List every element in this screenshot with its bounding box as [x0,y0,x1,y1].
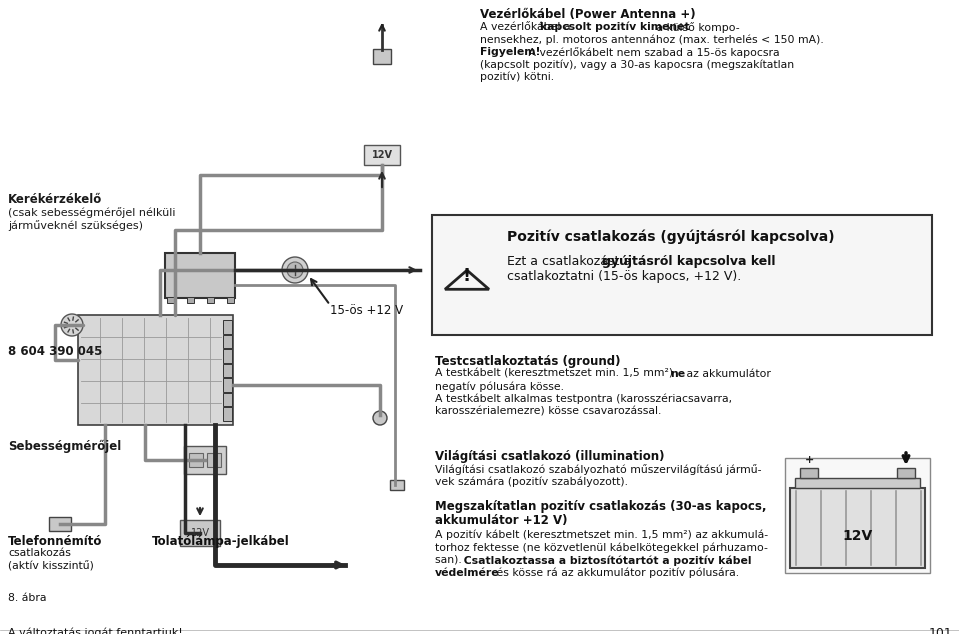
Text: negatív pólusára kösse.: negatív pólusára kösse. [435,382,564,392]
Bar [78,315,232,425]
Text: 12V: 12V [842,529,873,543]
Text: járműveknél szükséges): járműveknél szükséges) [8,220,143,231]
Bar [167,297,174,302]
Text: torhoz fektesse (ne közvetlenül kábelkötegekkel párhuzamo-: torhoz fektesse (ne közvetlenül kábelköt… [435,543,768,553]
Text: gyújtásról kapcsolva kell: gyújtásról kapcsolva kell [602,255,776,268]
Text: 15-ös +12 V: 15-ös +12 V [330,304,403,316]
Text: Megszakítatlan pozitív csatlakozás (30-as kapocs,: Megszakítatlan pozitív csatlakozás (30-a… [435,500,766,513]
Bar [222,320,231,333]
Text: 101: 101 [928,627,952,634]
Text: A testkábelt (keresztmetszet min. 1,5 mm²): A testkábelt (keresztmetszet min. 1,5 mm… [435,369,677,379]
Text: Tolatólámpa-jelkábel: Tolatólámpa-jelkábel [152,535,290,548]
Text: A testkábelt alkalmas testpontra (karosszériacsavarra,: A testkábelt alkalmas testpontra (kaross… [435,394,732,404]
Text: (kapcsolt pozitív), vagy a 30-as kapocsra (megszakítatlan: (kapcsolt pozitív), vagy a 30-as kapocsr… [480,60,794,70]
Bar [207,453,221,467]
Bar [222,378,231,392]
Bar [897,468,915,478]
Bar [49,517,71,531]
Bar [222,364,231,377]
Text: Vezérlőkábel (Power Antenna +): Vezérlőkábel (Power Antenna +) [480,8,695,21]
Bar [222,335,231,348]
Text: Ezt a csatlakozást a: Ezt a csatlakozást a [507,255,635,268]
Text: Sebességmérőjel: Sebességmérőjel [8,440,121,453]
Text: !: ! [463,268,471,285]
Text: akkumulátor +12 V): akkumulátor +12 V) [435,514,568,527]
Text: A változtatás jogát fenntartjuk!: A változtatás jogát fenntartjuk! [8,627,183,634]
Bar [187,297,194,302]
Circle shape [373,411,387,425]
Text: 8. ábra: 8. ábra [8,593,46,603]
Text: (aktív kisszintű): (aktív kisszintű) [8,561,94,571]
Bar [222,408,231,421]
Bar [165,252,235,297]
Bar [184,446,226,474]
Text: +: + [805,455,813,465]
Text: Figyelem!: Figyelem! [480,47,541,57]
Text: pozitív) kötni.: pozitív) kötni. [480,72,554,82]
Text: A pozitív kábelt (keresztmetszet min. 1,5 mm²) az akkumulá-: A pozitív kábelt (keresztmetszet min. 1,… [435,530,768,541]
Text: 12V: 12V [191,528,209,538]
Circle shape [287,262,303,278]
Bar [373,49,391,64]
Text: Csatlakoztassa a biztosítótartót a pozitív kábel: Csatlakoztassa a biztosítótartót a pozit… [460,555,752,566]
Bar [800,468,818,478]
Text: csatlakoztatni (15-ös kapocs, +12 V).: csatlakoztatni (15-ös kapocs, +12 V). [507,270,741,283]
Text: vek számára (pozitív szabályozott).: vek számára (pozitív szabályozott). [435,477,628,487]
Bar [795,478,920,488]
Text: ne: ne [670,369,685,379]
Text: san).: san). [435,555,465,565]
Text: Telefonnémító: Telefonnémító [8,535,103,548]
Bar [189,453,203,467]
Bar [364,145,400,165]
Circle shape [61,314,83,336]
Text: 8 604 390 045: 8 604 390 045 [8,345,103,358]
Text: az akkumulátor: az akkumulátor [683,369,771,379]
Text: kapcsolt pozitív kimenet: kapcsolt pozitív kimenet [540,22,690,32]
Bar [180,520,220,546]
Text: karosszérialemezre) kösse csavarozással.: karosszérialemezre) kösse csavarozással. [435,406,662,417]
Bar [432,215,932,335]
Bar [390,480,404,490]
Bar [222,349,231,363]
Bar [222,393,231,406]
Text: védelmére: védelmére [435,567,500,578]
Bar [207,297,214,302]
Text: Kerékérzékelő: Kerékérzékelő [8,193,103,206]
Text: A vezérlőkábel a: A vezérlőkábel a [480,22,574,32]
Text: és kösse rá az akkumulátor pozitív pólusára.: és kösse rá az akkumulátor pozitív pólus… [493,567,739,578]
Text: Pozitív csatlakozás (gyújtásról kapcsolva): Pozitív csatlakozás (gyújtásról kapcsolv… [507,230,834,245]
Text: csatlakozás: csatlakozás [8,548,71,558]
Circle shape [282,257,308,283]
Text: (csak sebességmérőjel nélküli: (csak sebességmérőjel nélküli [8,207,175,218]
Text: a külső kompo-: a külső kompo- [653,22,739,33]
Bar [785,458,930,573]
Bar [790,488,925,568]
Bar [227,297,234,302]
Text: Világítási csatlakozó (illumination): Világítási csatlakozó (illumination) [435,450,665,463]
Text: 12V: 12V [371,150,392,160]
Text: nensekhez, pl. motoros antennához (max. terhelés < 150 mA).: nensekhez, pl. motoros antennához (max. … [480,34,824,45]
Text: A vezérlőkábelt nem szabad a 15-ös kapocsra: A vezérlőkábelt nem szabad a 15-ös kapoc… [525,47,780,58]
Text: Világítási csatlakozó szabályozható műszervilágítású jármű-: Világítási csatlakozó szabályozható műsz… [435,464,761,475]
Text: Testcsatlakoztatás (ground): Testcsatlakoztatás (ground) [435,355,620,368]
Polygon shape [445,270,489,289]
